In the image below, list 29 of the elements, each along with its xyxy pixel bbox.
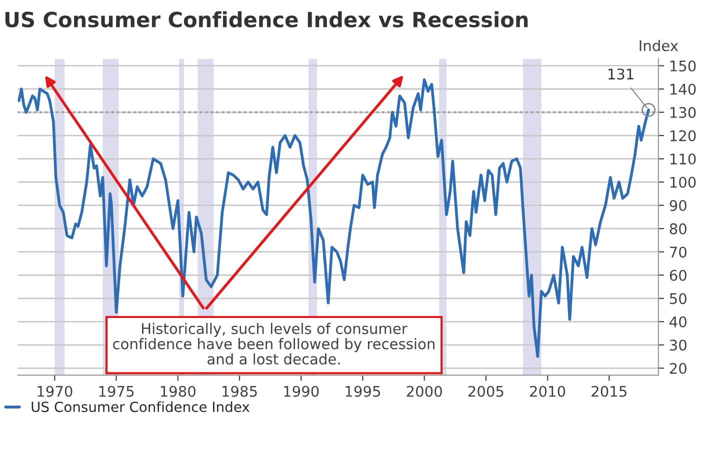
y-tick-label: 140	[670, 84, 696, 95]
annotation: 131	[608, 68, 634, 80]
y-tick-label: 50	[670, 293, 686, 304]
x-tick-label: 1985	[222, 386, 257, 397]
x-tick-label: 1970	[38, 386, 72, 397]
x-tick-label: 1980	[160, 386, 196, 397]
y-tick-label: 150	[670, 60, 696, 72]
y-axis-title: Index	[640, 40, 678, 52]
y-tick-label: 120	[670, 130, 696, 142]
y-tick-label: 20	[670, 362, 686, 374]
legend-label: US Consumer Confidence Index	[32, 401, 250, 412]
y-tick-label: 110	[670, 154, 696, 165]
x-tick-label: 2010	[530, 386, 566, 397]
y-tick-label: 130	[670, 106, 696, 118]
y-tick-label: 70	[670, 246, 686, 258]
y-tick-label: 100	[670, 176, 696, 188]
x-tick-label: 2005	[468, 386, 504, 397]
y-tick-label: 60	[670, 270, 686, 281]
y-tick-label: 90	[670, 200, 686, 212]
x-tick-label: 2000	[406, 386, 442, 397]
y-tick-label: 30	[670, 340, 686, 351]
y-tick-label: 40	[670, 316, 686, 328]
annotation: Historically, such levels of consumer confidence have been followed by recession and a lost decade.	[113, 322, 434, 365]
x-tick-label: 1975	[99, 386, 134, 397]
x-tick-label: 1990	[284, 386, 319, 397]
x-tick-label: 1995	[346, 386, 380, 397]
chart-title: US Consumer Confidence Index vs Recession	[5, 11, 528, 28]
x-tick-label: 2015	[592, 386, 626, 397]
y-tick-label: 80	[670, 223, 686, 234]
